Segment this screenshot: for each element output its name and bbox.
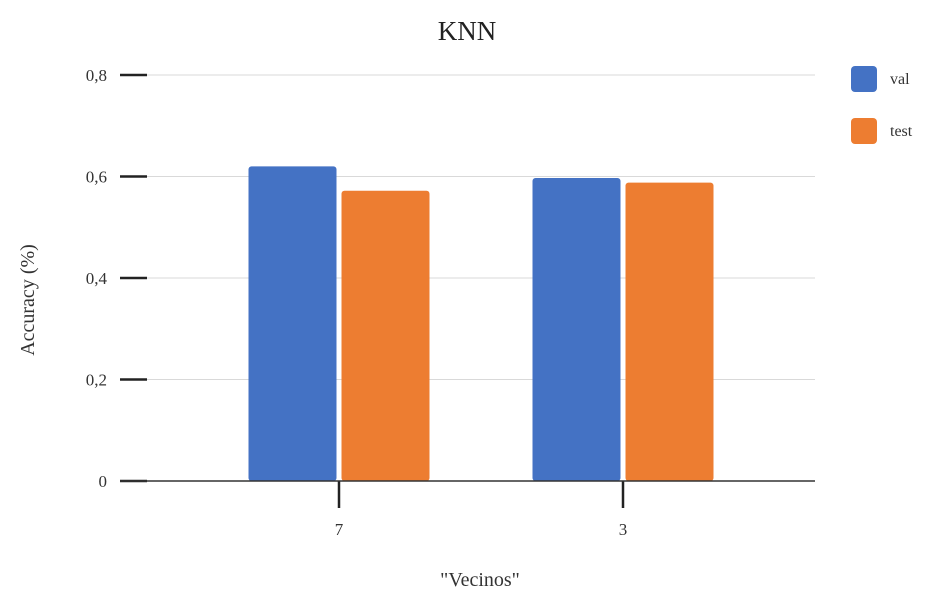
x-axis-title: "Vecinos" — [440, 569, 520, 591]
bar-val-3 — [532, 178, 621, 481]
bar-test-7 — [341, 190, 430, 481]
bar-val-7 — [248, 166, 337, 481]
legend: val test — [851, 66, 913, 144]
y-axis-title: Accuracy (%) — [17, 244, 39, 356]
y-axis: 0 0,2 0,4 0,6 0,8 — [86, 66, 147, 491]
bar-test-3 — [625, 182, 714, 481]
y-tick-label: 0,4 — [86, 269, 108, 288]
legend-label-test: test — [890, 123, 913, 140]
y-tick-label: 0,8 — [86, 66, 107, 85]
y-tick-label: 0 — [99, 472, 108, 491]
y-tick-label: 0,2 — [86, 371, 107, 390]
x-tick-label: 3 — [619, 520, 628, 539]
legend-label-val: val — [890, 71, 910, 88]
y-tick-label: 0,6 — [86, 168, 107, 187]
legend-swatch-val — [851, 66, 877, 92]
legend-swatch-test — [851, 118, 877, 144]
chart-title: KNN — [438, 16, 497, 46]
x-tick-label: 7 — [335, 520, 344, 539]
bars — [248, 166, 714, 481]
